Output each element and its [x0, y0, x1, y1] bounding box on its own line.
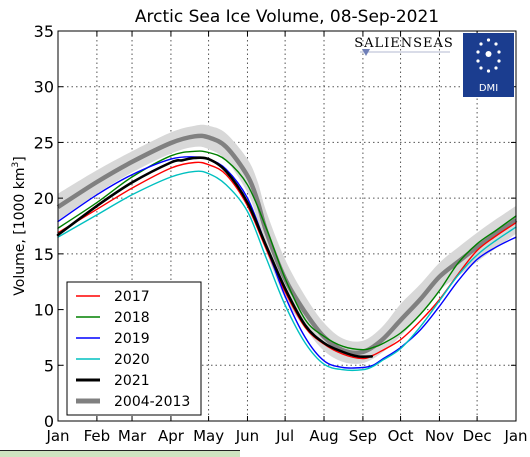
dmi-logo-text: DMI — [479, 83, 498, 94]
y-tick-label: 30 — [34, 78, 54, 97]
x-tick-label: Oct — [388, 427, 414, 445]
legend: 2017 2018 2019 2020 2021 2004-2013 — [66, 281, 202, 416]
bottom-image-edge — [0, 450, 240, 457]
crown-icon — [476, 38, 501, 73]
y-axis-label-exponent: 3 — [11, 162, 21, 168]
legend-label-2021: 2021 — [114, 373, 150, 389]
legend-box — [66, 281, 202, 416]
x-tick-label: Jan — [45, 427, 69, 445]
salienseas-text: SALIENSEAS — [354, 36, 454, 51]
band-2004-2013-range — [58, 124, 516, 364]
x-tick-label: Feb — [84, 427, 111, 445]
y-axis-label: Volume, [1000 km3] — [11, 156, 28, 295]
salienseas-drop-icon — [362, 49, 370, 56]
y-axis-label-suffix: ] — [12, 156, 28, 161]
chart-title: Arctic Sea Ice Volume, 08-Sep-2021 — [135, 7, 439, 27]
y-tick-label: 35 — [34, 22, 54, 41]
x-tick-label: Mar — [118, 427, 147, 445]
series-line-2021 — [56, 156, 373, 359]
band-layer — [56, 124, 518, 364]
y-tick-label: 15 — [34, 245, 54, 264]
y-tick-label: 5 — [44, 356, 54, 375]
legend-label-2004-2013: 2004-2013 — [114, 394, 190, 410]
y-axis-label-prefix: Volume, [1000 km — [12, 167, 28, 295]
x-tick-label: Aug — [309, 427, 338, 445]
x-tick-label: Sep — [349, 427, 377, 445]
x-tick-label: Dec — [463, 427, 492, 445]
legend-label-2020: 2020 — [114, 352, 150, 368]
y-tick-label: 10 — [34, 301, 54, 320]
legend-label-2018: 2018 — [114, 310, 150, 326]
series-line-2018 — [57, 150, 517, 351]
series-line-2020 — [57, 170, 517, 371]
dmi-logo: DMI — [463, 33, 514, 97]
series-line-2019 — [57, 156, 517, 369]
legend-label-2017: 2017 — [114, 289, 150, 305]
x-tick-label: Jan — [503, 427, 527, 445]
y-tick-label: 0 — [44, 412, 54, 431]
plot-frame — [57, 30, 517, 422]
x-axis: Jan Feb Mar Apr May Jun Jul Aug Sep Oct Nov Dec Jan — [45, 31, 528, 445]
x-tick-label: Jun — [235, 427, 259, 445]
series-2004-2013-mean — [56, 133, 518, 356]
y-tick-label: 25 — [34, 133, 54, 152]
x-tick-label: Nov — [425, 427, 454, 445]
legend-label-2019: 2019 — [114, 331, 150, 347]
dmi-logo-box — [463, 33, 514, 97]
x-tick-label: Jul — [275, 427, 294, 445]
x-tick-label: Apr — [158, 427, 185, 445]
x-tick-label: May — [193, 427, 224, 445]
salienseas-logo: SALIENSEAS — [354, 36, 454, 56]
y-axis: 0 5 10 15 20 25 30 35 — [34, 22, 516, 431]
y-tick-label: 20 — [34, 189, 54, 208]
series-layer — [56, 150, 517, 371]
